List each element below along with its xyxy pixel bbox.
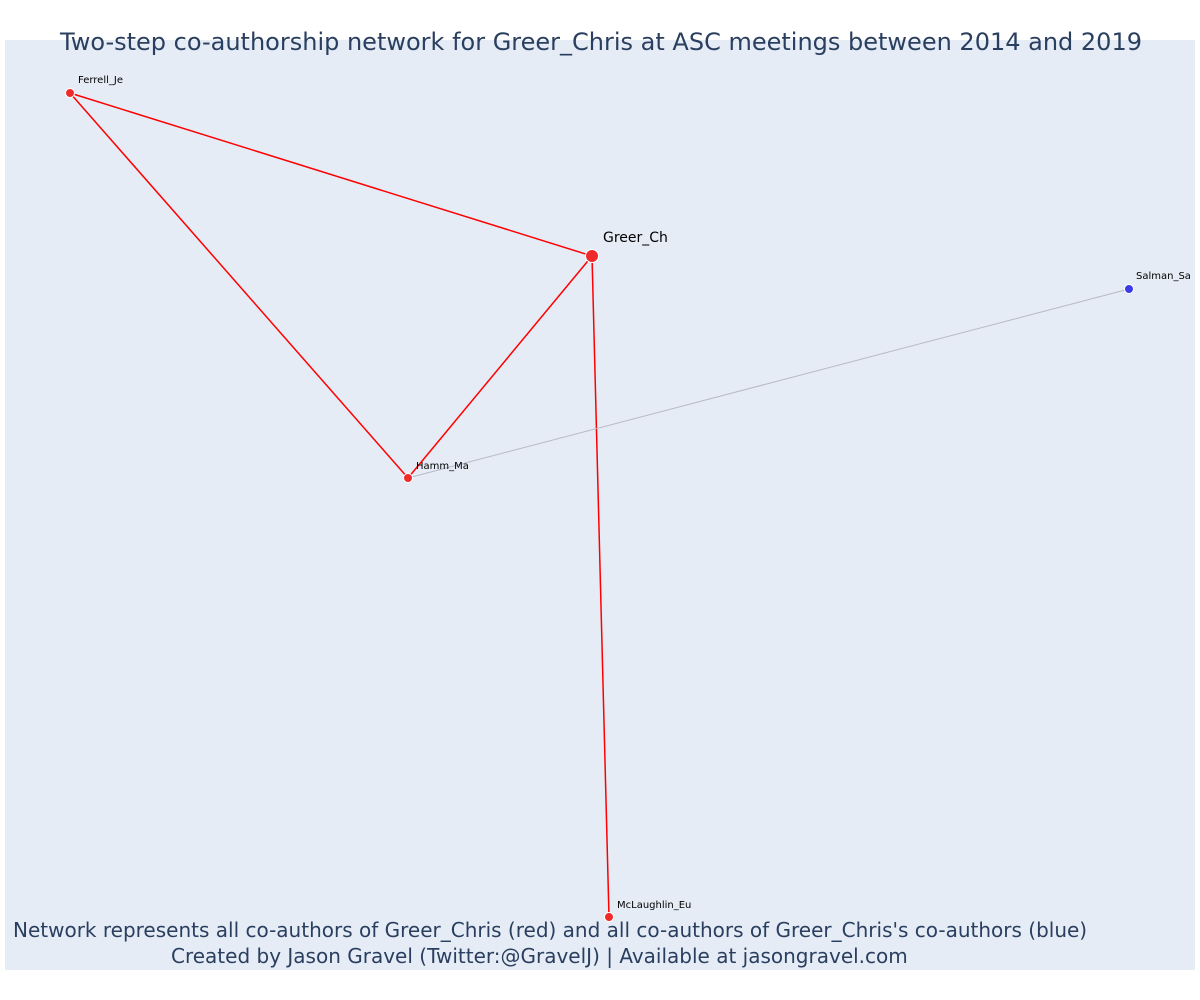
node-label-ferrell-je: Ferrell_Je: [78, 75, 123, 86]
node-mclaughlin-eu[interactable]: [604, 912, 614, 922]
node-ferrell-je[interactable]: [65, 88, 75, 98]
node-label-hamm-ma: Hamm_Ma: [416, 461, 469, 472]
edge-ferrell_je-hamm_ma: [69, 92, 409, 479]
node-label-greer-ch: Greer_Ch: [603, 230, 668, 246]
node-label-mclaughlin-eu: McLaughlin_Eu: [617, 900, 691, 911]
edge-hamm_ma-greer_ch: [407, 255, 593, 479]
edge-greer_ch-mclaughlin_eu: [591, 255, 610, 918]
node-hamm-ma[interactable]: [403, 473, 413, 483]
edges-layer: [69, 92, 1130, 918]
node-label-salman-sa: Salman_Sa: [1136, 271, 1191, 282]
edge-hamm_ma-salman_sa: [407, 288, 1130, 479]
caption-line-2: Created by Jason Gravel (Twitter:@Gravel…: [171, 944, 908, 968]
nodes-layer: [65, 88, 1134, 922]
node-greer-ch[interactable]: [585, 249, 599, 263]
chart-title: Two-step co-authorship network for Greer…: [60, 28, 1142, 56]
labels-layer: Greer_Ch Ferrell_Je Hamm_Ma McLaughlin_Eu Sa…: [78, 75, 1191, 911]
edge-ferrell_je-greer_ch: [69, 92, 593, 257]
caption-line-1: Network represents all co-authors of Gre…: [13, 918, 1088, 942]
node-salman-sa[interactable]: [1124, 284, 1134, 294]
plot-background: [5, 40, 1195, 970]
